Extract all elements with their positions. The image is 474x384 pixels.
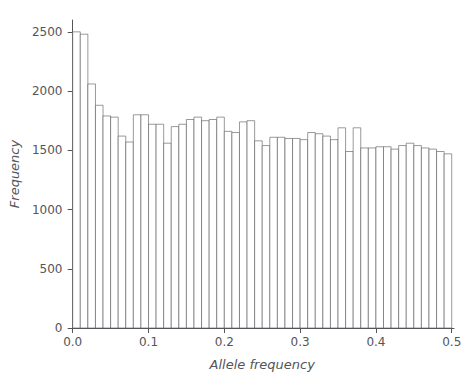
svg-text:0.4: 0.4	[366, 335, 385, 349]
svg-text:0.5: 0.5	[442, 335, 461, 349]
svg-text:0.3: 0.3	[291, 335, 310, 349]
svg-text:1000: 1000	[32, 203, 63, 217]
svg-text:1500: 1500	[32, 143, 63, 157]
svg-text:Frequency: Frequency	[7, 139, 22, 208]
svg-text:Allele frequency: Allele frequency	[209, 357, 316, 372]
svg-text:0: 0	[55, 321, 63, 335]
svg-text:2000: 2000	[32, 84, 63, 98]
svg-text:2500: 2500	[32, 25, 63, 39]
svg-text:0.0: 0.0	[63, 335, 82, 349]
svg-text:0.2: 0.2	[215, 335, 234, 349]
svg-text:500: 500	[40, 262, 63, 276]
svg-text:0.1: 0.1	[139, 335, 158, 349]
